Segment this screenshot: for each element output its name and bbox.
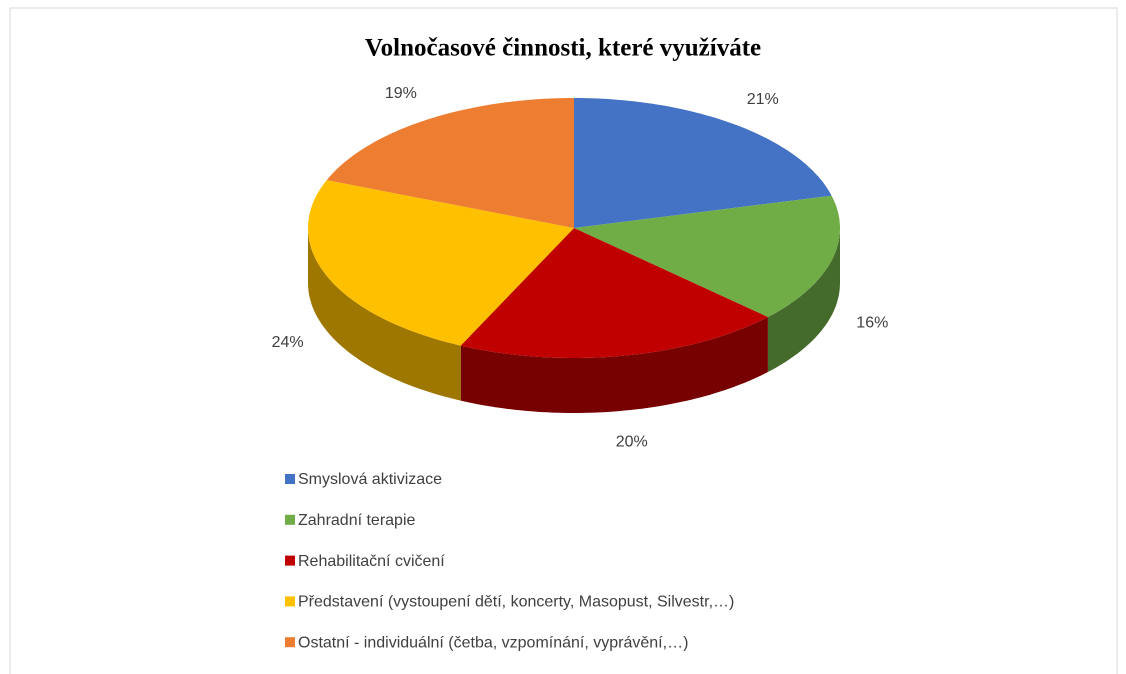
legend-swatch — [285, 514, 295, 525]
legend-label: Zahradní terapie — [298, 512, 416, 529]
data-label: 20% — [616, 433, 648, 450]
data-label: 21% — [747, 91, 779, 108]
data-label: 16% — [856, 315, 888, 332]
legend-label: Smyslová aktivizace — [298, 471, 442, 488]
pie-slice — [326, 98, 574, 228]
pie-slice-side — [460, 317, 768, 413]
pie-slice — [308, 180, 574, 346]
legend-swatch — [285, 555, 295, 566]
pie-slice — [574, 195, 840, 317]
pie-slice — [460, 228, 768, 358]
pie-slice — [574, 98, 832, 228]
legend-swatch — [285, 637, 295, 648]
data-label: 24% — [272, 334, 304, 351]
legend-swatch — [285, 474, 295, 484]
pie-slice-side — [767, 228, 840, 372]
chart-title: Volnočasové činnosti, které využíváte — [365, 35, 761, 62]
legend-swatch — [285, 596, 295, 607]
legend-label: Ostatní - individuální (četba, vzpomínán… — [298, 634, 688, 651]
data-label: 19% — [385, 85, 417, 102]
legend-label: Představení (vystoupení dětí, koncerty, … — [298, 594, 734, 611]
legend-label: Rehabilitační cvičení — [298, 553, 445, 570]
pie-slice-side — [308, 228, 461, 401]
